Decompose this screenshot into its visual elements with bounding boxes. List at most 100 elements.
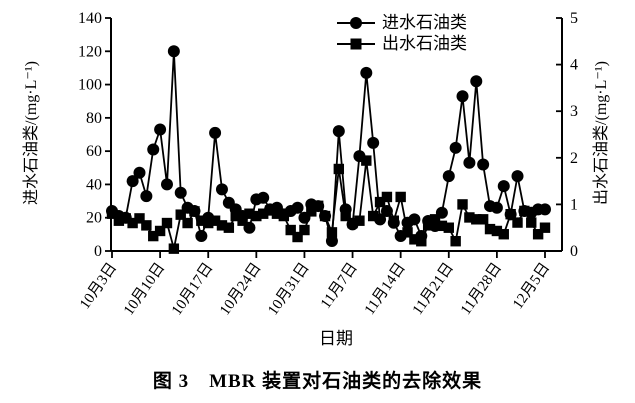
legend-item-effluent: 出水石油类 [336,33,467,54]
data-point-square [148,230,159,242]
data-point-square [209,215,221,226]
left-axis-tick-label: 0 [94,243,102,260]
chart-legend: 进水石油类 出水石油类 [336,12,467,54]
data-point-square [402,227,413,238]
data-point-circle [133,166,146,179]
data-point-square [532,229,544,240]
left-axis-tick-label: 20 [86,210,102,227]
data-point-circle [490,201,503,214]
data-point-square [361,155,372,166]
data-point-circle [325,235,338,248]
data-point-circle [154,123,167,136]
right-axis-tick-label: 3 [570,103,578,120]
data-point-square [306,206,317,217]
data-point-circle [167,45,180,58]
data-point-square [347,217,358,229]
data-point-square [127,217,138,229]
data-point-square [278,210,290,222]
data-point-square [429,214,441,225]
data-point-square [498,229,509,240]
data-point-square [168,243,180,254]
data-point-square [312,200,324,211]
data-point-circle [456,90,469,103]
x-axis-tick-label: 11月21日 [410,260,457,318]
data-point-square [436,220,448,232]
data-point-square [223,222,235,233]
data-point-square [319,210,331,222]
data-point-square [471,214,482,225]
data-point-circle [470,75,483,88]
x-axis-tick-label: 10月24日 [217,260,265,318]
data-point-square [189,206,200,217]
data-point-square [230,210,241,222]
data-point-square [271,208,283,219]
left-axis-title: 进水石油类/(mg·L⁻¹) [23,61,40,205]
x-axis-title: 日期 [319,329,353,348]
data-point-square [354,215,365,226]
data-point-circle [360,66,373,79]
data-point-square [203,217,214,229]
x-axis-tick-label: 10月31日 [265,260,313,318]
data-point-square [505,208,516,220]
legend-item-influent: 进水石油类 [336,12,467,33]
x-axis-tick-label: 11月14日 [362,260,409,318]
data-point-circle [126,175,139,188]
data-point-circle [257,191,270,204]
data-point-square [251,210,262,222]
data-point-square [526,217,537,228]
right-axis-tick-label: 5 [570,10,578,27]
x-axis-tick-label: 10月10日 [121,260,169,318]
data-point-square [292,231,303,243]
x-axis-tick-label: 10月17日 [169,260,217,318]
data-point-square [464,212,475,223]
data-point-circle [497,180,510,193]
data-point-square [264,205,276,216]
data-point-square [182,217,193,229]
right-axis-tick-label: 4 [570,57,578,74]
data-point-circle [140,190,153,203]
data-point-circle [291,201,304,214]
data-point-square [491,225,503,237]
data-point-circle [408,213,421,226]
data-point-square [340,210,351,222]
data-point-square [539,222,551,233]
data-point-square [285,224,296,236]
data-point-circle [477,158,490,171]
left-axis-tick-label: 100 [78,77,102,94]
data-point-square [512,217,523,228]
data-point-square [196,215,207,226]
data-point-square [175,209,186,220]
data-point-circle [215,183,228,196]
data-point-circle [209,126,222,139]
data-point-square [237,215,248,226]
data-point-square [422,220,434,231]
data-point-square [134,213,145,224]
data-point-circle [442,170,455,183]
data-point-circle [511,170,524,183]
data-point-square [443,222,454,233]
data-point-circle [449,141,462,154]
data-point-square [374,196,386,208]
x-axis-tick-label: 10月3日 [77,260,120,312]
legend-label-effluent: 出水石油类 [382,34,467,53]
data-point-square [141,220,152,231]
data-point-square [258,208,269,219]
data-point-square [484,223,496,235]
data-point-square [367,210,379,222]
data-point-square [120,213,131,224]
left-axis-tick-label: 40 [86,176,102,193]
figure-caption: 图 3 MBR 装置对石油类的去除效果 [152,371,483,392]
data-point-square [113,215,125,226]
data-point-circle [174,186,187,199]
x-axis-tick-label: 12月5日 [510,260,553,312]
left-axis-tick-label: 120 [78,43,102,60]
data-point-circle [367,136,380,149]
data-point-square [161,217,173,229]
right-axis-tick-label: 2 [570,150,578,167]
right-axis-tick-label: 0 [570,243,578,260]
left-axis-tick-label: 60 [86,143,102,160]
data-point-circle [332,125,345,138]
data-point-circle [195,230,208,243]
data-point-circle [147,143,160,156]
